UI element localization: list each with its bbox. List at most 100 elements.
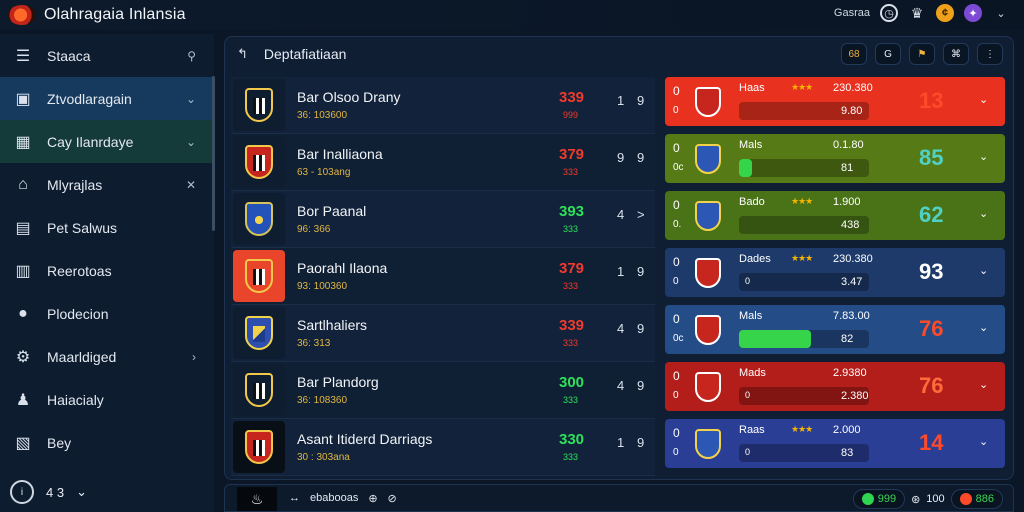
close-icon[interactable]: ✕	[185, 177, 196, 192]
odds-progress	[739, 159, 869, 177]
bottom-label[interactable]: ebabooas	[310, 492, 359, 504]
sidebar-item-10[interactable]: ▧ Bey	[0, 421, 214, 464]
team-crest-box	[233, 364, 285, 416]
match-col-1: 4	[617, 378, 625, 393]
odds-left-2: 0	[673, 105, 679, 116]
team-name: Bar Olsoo Drany	[297, 89, 401, 105]
match-row[interactable]: Bor Paanal 96: 366 393 333 4 >	[231, 191, 655, 248]
odds-progress	[739, 102, 869, 120]
sidebar-item-label: Mlyrajlas	[47, 176, 103, 193]
chevron-down-icon[interactable]: ⌄	[185, 134, 196, 149]
sidebar-item-8[interactable]: ⚙ Maarldiged ›	[0, 335, 214, 378]
sidebar-item-4[interactable]: ⌂ Mlyrajlas ✕	[0, 163, 214, 206]
bonus-pill[interactable]: 886	[950, 489, 1003, 509]
bottom-bar: ♨ ↔ ebabooas ⊕ ⊘ 999 ⊛ 100 886	[224, 484, 1014, 512]
chevron-down-icon[interactable]: ⌄	[979, 265, 989, 277]
team-name: Bor Paanal	[297, 203, 367, 219]
chevron-down-icon[interactable]: ⌄	[185, 91, 196, 106]
info-icon[interactable]: ⊕	[368, 493, 378, 505]
odds-progress: 0	[739, 444, 869, 462]
sidebar-item-5[interactable]: ▤ Pet Salwus	[0, 206, 214, 249]
sidebar-item-9[interactable]: ♟ Haiacialy	[0, 378, 214, 421]
rating-stars-icon: ★★★	[791, 82, 813, 92]
menu-icon[interactable]: ☰	[15, 47, 31, 65]
rating-stars-icon: ★★★	[791, 253, 813, 263]
info-icon[interactable]: i	[10, 480, 34, 504]
chevron-down-icon[interactable]: ⌄	[979, 379, 989, 391]
user-name[interactable]: Gasraa	[833, 7, 870, 19]
team-sub: 93: 100360	[297, 281, 348, 292]
odds-big-number: 93	[919, 259, 944, 284]
filter-icon[interactable]: G	[875, 43, 901, 65]
sidebar-item-3[interactable]: ▦ Cay Ilanrdaye ⌄	[0, 120, 214, 163]
sidebar-item-label: Ztvodlaragain	[47, 90, 132, 107]
help-icon[interactable]: ⊘	[387, 493, 397, 505]
match-col-2: 9	[637, 435, 645, 450]
match-score: 393	[559, 203, 585, 220]
team-crest-box	[233, 136, 285, 188]
match-score-sub: 333	[563, 452, 579, 462]
chevron-down-icon[interactable]: ⌄	[979, 322, 989, 334]
swap-icon[interactable]: ↔	[289, 492, 300, 504]
match-row[interactable]: Sartlhaliers 36: 313 339 333 4 9	[231, 305, 655, 362]
team-name: Bar Inalliaona	[297, 146, 383, 162]
chevron-down-icon[interactable]: ⌄	[979, 208, 989, 220]
odds-value: 230.380	[833, 82, 873, 94]
controller-icon[interactable]: ⌘	[943, 43, 969, 65]
odds-card[interactable]: 0 0c Mals 7.83.00 82 76 ⌄	[665, 305, 1005, 354]
sidebar-footer-value: 4 3	[46, 484, 65, 500]
flag-icon[interactable]: ⚑	[909, 43, 935, 65]
match-row[interactable]: Asant Itiderd Darriags 30 : 303ana 330 3…	[231, 419, 655, 476]
shield-icon[interactable]: ✦	[964, 4, 982, 22]
main-header: ↰ Deptafiatiaan	[225, 37, 1013, 71]
odds-card[interactable]: 0 0. Bado ★★★ 1.900 438 62 ⌄	[665, 191, 1005, 240]
team-name: Asant Itiderd Darriags	[297, 431, 433, 447]
sidebar-scrollbar[interactable]	[212, 76, 215, 231]
team-sub: 36: 103600	[297, 110, 348, 121]
odds-card[interactable]: 0 0 Haas ★★★ 230.380 9.80 13 ⌄	[665, 77, 1005, 126]
match-score-sub: 999	[563, 110, 579, 120]
badge-count-icon[interactable]: 68	[841, 43, 867, 65]
trophy-icon[interactable]: ♛	[910, 4, 924, 21]
match-row[interactable]: Bar Plandorg 36: 108360 300 333 4 9	[231, 362, 655, 419]
sidebar-item-2[interactable]: ▣ Ztvodlaragain ⌄	[0, 77, 214, 120]
odds-left-1: 0	[673, 312, 680, 326]
match-score: 379	[559, 146, 585, 163]
team-sub: 30 : 303ana	[297, 452, 350, 463]
odds-card[interactable]: 0 0 Mads 2.9380 0 2.380 76 ⌄	[665, 362, 1005, 411]
chevron-down-icon[interactable]: ⌄	[996, 7, 1006, 20]
odds-card[interactable]: 0 0 Raas ★★★ 2.000 0 83 14 ⌄	[665, 419, 1005, 468]
sidebar-item-7[interactable]: ● Plodecion	[0, 292, 214, 335]
back-arrow-icon[interactable]: ↰	[237, 46, 248, 61]
match-row[interactable]: Bar Olsoo Drany 36: 103600 339 999 1 9	[231, 77, 655, 134]
page-title: Deptafiatiaan	[263, 46, 347, 62]
chevron-down-icon[interactable]: ⌄	[76, 484, 87, 499]
clock-icon[interactable]: ◷	[880, 4, 898, 22]
list-icon: ▥	[15, 262, 31, 280]
odds-big-number: 76	[919, 373, 944, 398]
chevron-down-icon[interactable]: ⌄	[979, 94, 989, 106]
bonus-value: 886	[975, 493, 994, 505]
balance-pill[interactable]: 999	[852, 489, 906, 509]
odds-left-2: 0c	[673, 162, 684, 173]
sidebar-item-search[interactable]: ☰ Staaca ⚲	[0, 34, 214, 77]
gear-icon: ⚙	[15, 348, 31, 366]
chevron-down-icon[interactable]: ⌄	[979, 436, 989, 448]
coin-icon[interactable]: ¢	[936, 4, 954, 22]
sidebar-item-label: Maarldiged	[47, 348, 117, 365]
match-col-1: 4	[617, 207, 625, 222]
odds-card[interactable]: 0 0 Dades ★★★ 230.380 0 3.47 93 ⌄	[665, 248, 1005, 297]
sidebar-item-label: Cay Ilanrdaye	[47, 133, 134, 150]
match-row[interactable]: Bar Inalliaona 63 - 103ang 379 333 9 9	[231, 134, 655, 191]
rating-stars-icon: ★★★	[791, 196, 813, 206]
chevron-right-icon[interactable]: ›	[192, 349, 196, 364]
search-icon[interactable]: ⚲	[187, 48, 196, 63]
bottom-logo-icon[interactable]: ♨	[237, 487, 277, 511]
match-col-2: 9	[637, 150, 645, 165]
chevron-down-icon[interactable]: ⌄	[979, 151, 989, 163]
club-badge-icon	[695, 258, 721, 288]
match-row[interactable]: Paorahl Ilaona 93: 100360 379 333 1 9	[231, 248, 655, 305]
more-icon[interactable]: ⋮	[977, 43, 1003, 65]
odds-card[interactable]: 0 0c Mals 0.1.80 81 85 ⌄	[665, 134, 1005, 183]
sidebar-item-6[interactable]: ▥ Reerotoas	[0, 249, 214, 292]
